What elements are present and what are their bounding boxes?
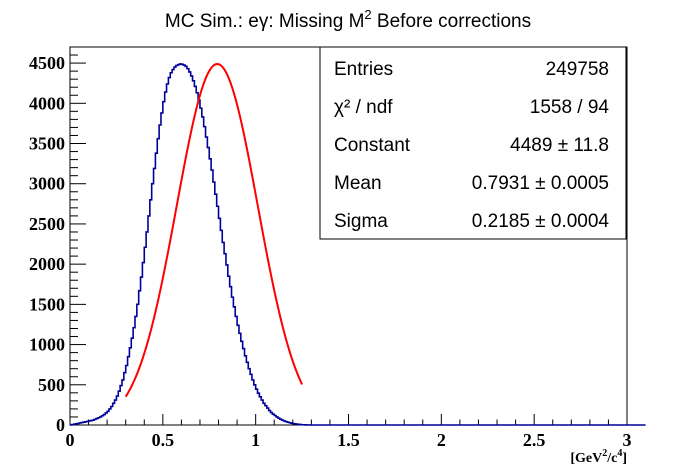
stats-box-frame	[319, 46, 627, 240]
stats-value: 1558 / 94	[530, 97, 610, 118]
x-tick-label: 0	[66, 430, 75, 450]
y-tick-label: 3500	[29, 134, 65, 154]
chart-title: MC Sim.: eγ: Missing M2 Before correctio…	[165, 7, 531, 32]
stats-label: χ² / ndf	[334, 97, 393, 118]
stats-value: 0.2185 ± 0.0004	[472, 211, 610, 232]
stats-label: Constant	[334, 135, 411, 156]
y-tick-label: 2000	[29, 254, 65, 274]
x-tick-label: 1	[251, 430, 260, 450]
fit-curve	[124, 62, 303, 398]
y-tick-label: 1000	[29, 335, 65, 355]
x-tick-label: 3	[623, 430, 632, 450]
y-axis: 0 500 1000 1500 2000 2500 3000 3500 4000 4500	[29, 46, 86, 435]
stats-value: 4489 ± 11.8	[510, 135, 609, 156]
y-tick-label: 3000	[29, 174, 65, 194]
y-tick-label: 500	[38, 375, 65, 395]
x-axis: 0 0.5 1 1.5 2 2.5 3	[66, 414, 632, 450]
stats-value: 0.7931 ± 0.0005	[472, 173, 609, 194]
x-axis-label: [GeV2/c4]	[570, 448, 627, 466]
histogram-line	[70, 63, 646, 426]
x-tick-label: 1.5	[337, 430, 360, 450]
y-tick-label: 4000	[29, 93, 65, 113]
stats-label: Mean	[334, 173, 382, 194]
plot-series	[70, 62, 646, 426]
y-tick-label: 4500	[29, 53, 65, 73]
stats-box: Entries 249758 χ² / ndf 1558 / 94 Constant 44…	[319, 46, 627, 240]
x-tick-label: 2	[437, 430, 446, 450]
y-tick-label: 0	[56, 415, 65, 435]
stats-value: 249758	[546, 59, 609, 80]
y-tick-label: 1500	[29, 294, 65, 314]
stats-label: Sigma	[334, 211, 388, 232]
stats-label: Entries	[334, 59, 393, 80]
x-tick-label: 0.5	[152, 430, 175, 450]
x-tick-label: 2.5	[523, 430, 546, 450]
y-tick-label: 2500	[29, 214, 65, 234]
